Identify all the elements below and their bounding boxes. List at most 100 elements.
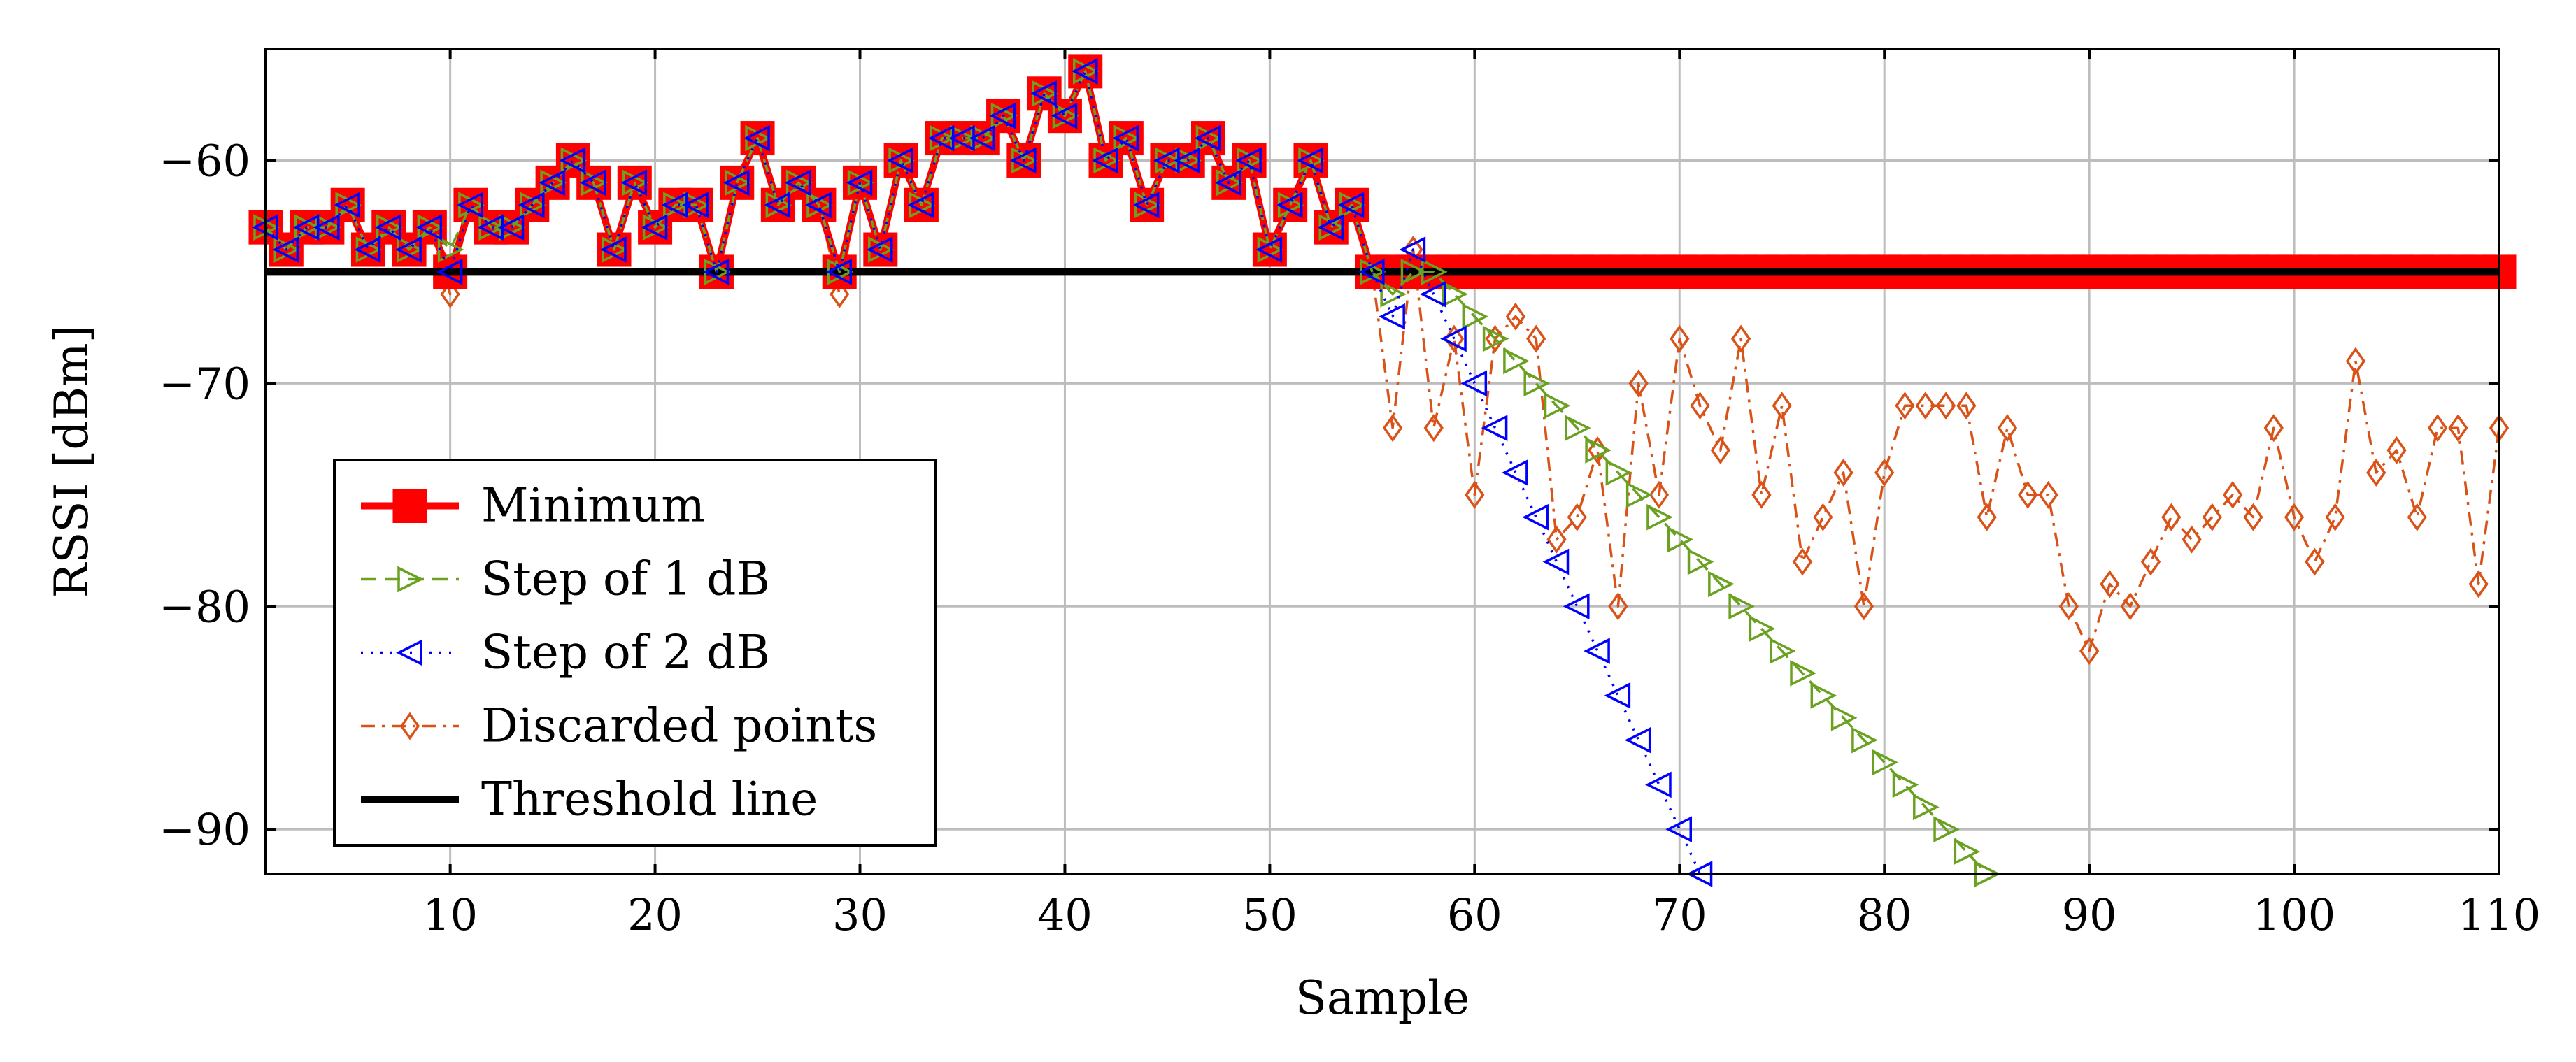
data-point-step-of-1-db xyxy=(1442,280,1468,308)
x-tick-label: 110 xyxy=(2458,889,2540,940)
data-point-step-of-2-db xyxy=(1563,593,1590,620)
data-point-discarded-points xyxy=(1997,414,2018,443)
data-point-discarded-points xyxy=(2038,480,2058,509)
data-point-discarded-points xyxy=(2427,414,2448,443)
data-point-step-of-2-db xyxy=(907,192,934,219)
data-point-step-of-1-db xyxy=(1523,370,1551,397)
data-point-discarded-points xyxy=(2366,458,2386,487)
data-point-discarded-points xyxy=(2161,503,2182,531)
data-point-step-of-2-db xyxy=(825,259,852,285)
data-point-step-of-2-db xyxy=(1214,169,1241,196)
x-tick-label: 60 xyxy=(1447,889,1502,940)
data-point-step-of-2-db xyxy=(1645,771,1672,798)
data-point-step-of-2-db xyxy=(1194,124,1221,152)
data-point-step-of-2-db xyxy=(1358,259,1385,285)
data-point-discarded-points xyxy=(830,280,850,308)
series-line-step-of-2-db xyxy=(264,70,1702,875)
data-point-step-of-1-db xyxy=(1462,303,1489,330)
data-point-discarded-points xyxy=(1935,392,1956,420)
data-point-discarded-points xyxy=(1505,302,1526,331)
x-tick-label: 90 xyxy=(2062,889,2117,940)
data-point-step-of-1-db xyxy=(1749,615,1776,643)
data-point-step-of-2-db xyxy=(1584,638,1610,664)
data-point-step-of-1-db xyxy=(1790,660,1816,687)
data-point-step-of-2-db xyxy=(1030,80,1057,107)
data-point-discarded-points xyxy=(1730,324,1751,353)
data-point-discarded-points xyxy=(2407,503,2427,531)
data-point-discarded-points xyxy=(2223,480,2243,509)
data-point-step-of-2-db xyxy=(457,192,483,219)
legend-box xyxy=(333,459,937,847)
data-point-discarded-points xyxy=(2468,570,2489,598)
data-point-discarded-points xyxy=(1813,503,1833,531)
data-point-step-of-1-db xyxy=(1605,459,1632,486)
data-point-step-of-2-db xyxy=(846,169,873,196)
data-point-step-of-2-db xyxy=(682,192,709,219)
data-point-step-of-2-db xyxy=(1522,503,1549,531)
data-point-discarded-points xyxy=(1895,392,1915,420)
data-point-discarded-points xyxy=(1792,547,1813,576)
y-tick-label: −90 xyxy=(159,804,250,855)
legend-label-step-of-2-db: Step of 2 dB xyxy=(481,626,770,680)
series-layer xyxy=(248,54,2517,887)
data-point-step-of-1-db xyxy=(1708,571,1735,598)
data-point-step-of-1-db xyxy=(1728,593,1756,620)
legend-marker-step-of-2-db xyxy=(396,639,422,666)
data-point-discarded-points xyxy=(1772,392,1792,420)
data-point-step-of-2-db xyxy=(1112,124,1139,152)
data-point-step-of-2-db xyxy=(1542,548,1570,575)
data-point-step-of-2-db xyxy=(497,214,525,241)
data-point-step-of-1-db xyxy=(1851,726,1878,754)
data-point-step-of-1-db xyxy=(1687,548,1714,575)
data-point-discarded-points xyxy=(1567,503,1587,531)
data-point-step-of-2-db xyxy=(334,192,360,219)
data-point-step-of-1-db xyxy=(1400,259,1428,285)
data-point-discarded-points xyxy=(2263,414,2284,443)
data-point-step-of-1-db xyxy=(1872,749,1899,776)
x-tick-label: 40 xyxy=(1037,889,1093,940)
data-point-step-of-2-db xyxy=(600,236,627,263)
data-point-discarded-points xyxy=(1649,480,1670,509)
data-point-step-of-2-db xyxy=(1255,236,1283,263)
data-point-discarded-points xyxy=(1853,592,1874,621)
data-point-step-of-2-db xyxy=(1297,147,1323,174)
legend-marker-step-of-1-db xyxy=(397,566,424,593)
y-axis-label: RSSI [dBm] xyxy=(45,325,99,598)
data-point-discarded-points xyxy=(2182,525,2202,554)
data-point-step-of-2-db xyxy=(1501,459,1528,486)
data-point-step-of-2-db xyxy=(395,236,422,263)
data-point-step-of-2-db xyxy=(784,169,811,196)
data-point-step-of-2-db xyxy=(374,214,401,241)
legend-marker-minimum xyxy=(392,489,427,523)
data-point-step-of-2-db xyxy=(1399,236,1426,263)
data-point-step-of-1-db xyxy=(1810,682,1837,709)
data-point-step-of-1-db xyxy=(1954,838,1981,865)
data-point-step-of-1-db xyxy=(1421,259,1448,285)
data-point-step-of-2-db xyxy=(764,192,791,219)
data-point-step-of-2-db xyxy=(1132,192,1160,219)
data-point-discarded-points xyxy=(1710,436,1730,465)
plot-area-frame xyxy=(264,48,2500,875)
legend-label-minimum: Minimum xyxy=(481,479,705,533)
x-tick-label: 70 xyxy=(1652,889,1707,940)
data-point-step-of-1-db xyxy=(1892,771,1919,798)
data-point-step-of-2-db xyxy=(579,169,606,196)
data-point-discarded-points xyxy=(1465,480,1485,509)
data-point-discarded-points xyxy=(1628,369,1649,398)
data-point-step-of-1-db xyxy=(1482,325,1509,352)
data-point-step-of-2-db xyxy=(620,169,648,196)
x-tick-label: 50 xyxy=(1242,889,1297,940)
legend-label-discarded-points: Discarded points xyxy=(481,699,877,753)
data-point-step-of-2-db xyxy=(1379,303,1405,330)
data-point-step-of-2-db xyxy=(272,236,299,263)
data-point-step-of-1-db xyxy=(1544,392,1571,419)
data-point-step-of-2-db xyxy=(436,259,463,285)
x-tick-label: 80 xyxy=(1857,889,1912,940)
data-point-discarded-points xyxy=(2140,547,2161,576)
data-point-discarded-points xyxy=(2284,503,2305,531)
data-point-discarded-points xyxy=(1546,525,1567,554)
data-point-step-of-2-db xyxy=(1419,280,1446,308)
data-point-discarded-points xyxy=(1526,324,1546,353)
data-point-step-of-1-db xyxy=(1625,482,1653,508)
data-point-step-of-2-db xyxy=(1337,192,1365,219)
